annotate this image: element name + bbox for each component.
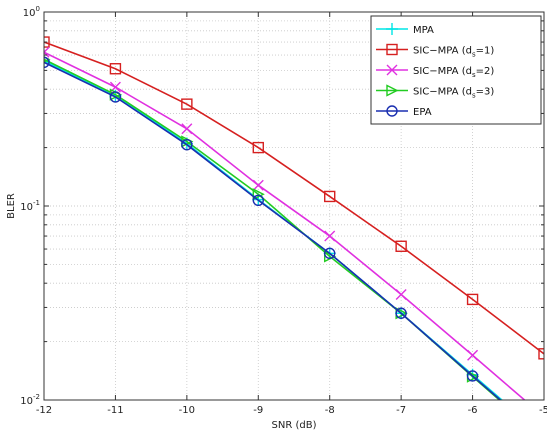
x-tick-label: -6 — [468, 405, 478, 416]
legend-entry: MPA — [376, 23, 434, 36]
legend-label: SIC−MPA (ds=1) — [413, 46, 494, 59]
legend-marker — [386, 43, 398, 56]
series-line — [44, 41, 544, 355]
legend-marker — [386, 84, 399, 97]
data-point — [181, 123, 193, 135]
legend-label: MPA — [413, 25, 434, 36]
y-tick-label: 10-1 — [20, 199, 40, 213]
data-point — [181, 98, 193, 110]
legend-label: EPA — [413, 107, 432, 118]
data-point — [181, 139, 193, 151]
series-line — [44, 61, 502, 400]
legend-entry: SIC−MPA (ds=1) — [376, 43, 494, 59]
legend-entry: SIC−MPA (ds=3) — [376, 84, 494, 100]
x-tick-label: -12 — [36, 405, 52, 416]
data-point — [538, 430, 547, 436]
data-point — [44, 46, 50, 58]
legend-marker — [386, 105, 398, 117]
x-tick-label: -7 — [396, 405, 406, 416]
data-point — [109, 63, 122, 75]
y-axis-label: BLER — [6, 193, 17, 219]
data-point — [466, 370, 479, 382]
data-point — [395, 240, 407, 252]
data-point — [324, 247, 336, 260]
data-point — [44, 36, 50, 48]
legend: MPA SIC−MPA (ds=1) SIC−MPA (ds=2) SIC−MPA (… — [370, 15, 542, 125]
x-tick-label: -10 — [179, 405, 195, 416]
series-3 — [44, 46, 526, 400]
legend-label: SIC−MPA (ds=2) — [413, 66, 494, 79]
data-point — [538, 348, 544, 360]
data-point — [252, 179, 264, 191]
tick-labels: -12 -11 -10 -9 -8 -7 -6 -5 100 10-1 10-2 — [20, 5, 547, 416]
legend-entry: EPA — [376, 105, 432, 118]
series-line — [44, 51, 526, 400]
series-2 — [44, 36, 544, 360]
data-point — [252, 141, 264, 154]
series-5 — [44, 56, 547, 436]
x-tick-label: -11 — [107, 405, 123, 416]
axes — [43, 11, 545, 401]
x-axis-label: SNR (dB) — [272, 420, 317, 431]
data-point — [467, 349, 479, 361]
legend-entry: SIC−MPA (ds=2) — [376, 64, 494, 79]
y-tick-label: 10-2 — [20, 393, 40, 407]
x-tick-label: -9 — [253, 405, 263, 416]
data-point — [395, 288, 407, 300]
data-point — [252, 188, 265, 201]
legend-marker — [386, 64, 398, 76]
legend-marker — [386, 23, 398, 35]
x-tick-label: -5 — [539, 405, 547, 416]
x-tick-label: -8 — [325, 405, 335, 416]
data-point — [252, 194, 264, 206]
data-point — [539, 433, 547, 436]
y-tick-label: 100 — [23, 5, 40, 19]
data-point — [395, 307, 407, 319]
data-point — [109, 91, 122, 103]
data-point — [44, 56, 50, 69]
legend-label: SIC−MPA (ds=3) — [413, 87, 494, 100]
data-point — [324, 190, 336, 203]
data-point — [466, 293, 479, 306]
data-point — [324, 230, 336, 242]
series-layer — [44, 36, 547, 436]
